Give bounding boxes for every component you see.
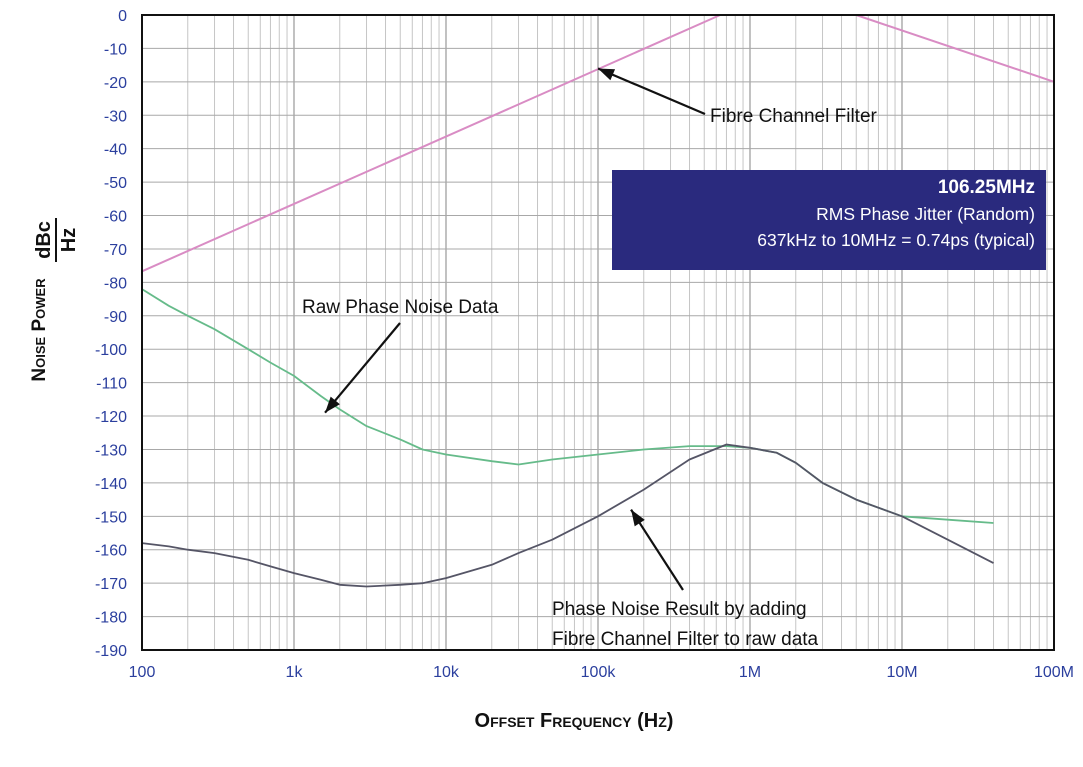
info-box-title: 106.25MHz <box>938 177 1035 198</box>
y-tick-label: -60 <box>104 209 127 226</box>
y-tick-label: -90 <box>104 309 127 326</box>
y-axis-unit-denominator: Hz <box>58 228 80 252</box>
x-tick-label: 10k <box>433 664 460 681</box>
y-tick-label: -80 <box>104 275 127 292</box>
arrow-fibre-channel-filter-shaft <box>597 67 706 116</box>
y-axis-title-main: Noise Power <box>29 278 50 382</box>
y-tick-label: -100 <box>95 342 127 359</box>
y-tick-label: -40 <box>104 142 127 159</box>
series-line-result <box>141 443 994 588</box>
series-line-raw <box>141 288 994 524</box>
y-tick-label: -130 <box>95 442 127 459</box>
info-box-line1: RMS Phase Jitter (Random) <box>816 204 1035 224</box>
y-axis-unit: dBc Hz <box>33 218 80 262</box>
arrow-raw-phase-noise-head <box>325 396 340 413</box>
y-tick-label: -170 <box>95 576 127 593</box>
y-tick-label: -160 <box>95 543 127 560</box>
annotation-raw-phase-noise: Raw Phase Noise Data <box>302 297 499 318</box>
annotation-fibre-channel-filter: Fibre Channel Filter <box>710 106 878 127</box>
arrow-fibre-channel-filter-head <box>598 68 616 81</box>
annotation-result-line2: Fibre Channel Filter to raw data <box>552 629 819 650</box>
y-tick-label: -70 <box>104 242 127 259</box>
info-box-background <box>612 170 1046 270</box>
y-tick-label: -140 <box>95 476 127 493</box>
info-box: 106.25MHz RMS Phase Jitter (Random) 637k… <box>612 170 1046 270</box>
tick-labels: 100 1k 10k 100k 1M 10M 100M 0 -10 -20 -30 -40 -50 -60… <box>95 8 1074 681</box>
y-tick-label: 0 <box>118 8 127 25</box>
y-axis-unit-numerator: dBc <box>33 221 55 259</box>
y-tick-label: -50 <box>104 175 127 192</box>
y-tick-label: -120 <box>95 409 127 426</box>
y-tick-label: -20 <box>104 75 127 92</box>
x-tick-label: 100M <box>1034 664 1074 681</box>
annotation-arrows <box>324 67 706 591</box>
y-axis-title: Noise Power <box>29 278 50 382</box>
x-tick-label: 1M <box>739 664 761 681</box>
x-tick-label: 1k <box>286 664 304 681</box>
y-tick-label: -110 <box>96 376 127 393</box>
arrow-raw-phase-noise-shaft <box>324 322 401 414</box>
x-axis-title: Offset Frequency (Hz) <box>475 710 674 732</box>
y-tick-label: -180 <box>95 610 127 627</box>
grid-lines <box>141 14 1054 651</box>
x-tick-label: 100 <box>129 664 156 681</box>
y-tick-label: -10 <box>104 41 127 58</box>
arrow-phase-noise-result-head <box>631 509 645 527</box>
x-tick-label: 10M <box>886 664 917 681</box>
plot-frame <box>141 14 1055 651</box>
annotation-result-line1: Phase Noise Result by adding <box>552 599 807 620</box>
x-tick-label: 100k <box>581 664 617 681</box>
y-tick-label: -190 <box>95 643 127 660</box>
info-box-line2: 637kHz to 10MHz = 0.74ps (typical) <box>757 230 1035 250</box>
y-tick-label: -150 <box>95 509 127 526</box>
y-tick-label: -30 <box>104 108 127 125</box>
